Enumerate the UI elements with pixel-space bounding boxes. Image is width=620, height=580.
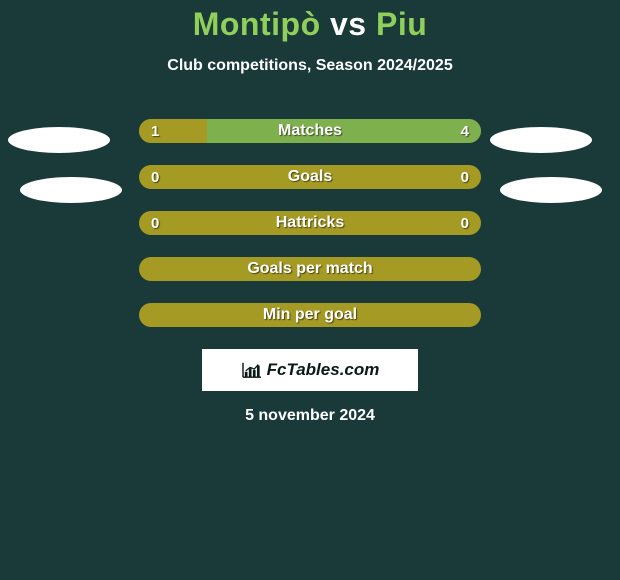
stat-bar: Min per goal: [139, 303, 481, 327]
fctables-logo[interactable]: FcTables.com: [202, 349, 418, 391]
stats-area: 1Matches40Goals00Hattricks0Goals per mat…: [0, 119, 620, 327]
player1-name: Montipò: [193, 6, 321, 42]
stat-row: Goals per match: [0, 257, 620, 281]
comparison-title: Montipò vs Piu: [0, 6, 620, 43]
stat-bar: Goals per match: [139, 257, 481, 281]
stat-bar: 0Hattricks0: [139, 211, 481, 235]
stat-row: 0Hattricks0: [0, 211, 620, 235]
stat-right-value: 4: [461, 123, 469, 140]
team-logo-left-1: [8, 127, 110, 153]
vs-text: vs: [330, 6, 367, 42]
player2-name: Piu: [376, 6, 427, 42]
stat-label: Goals per match: [139, 260, 481, 278]
date: 5 november 2024: [0, 407, 620, 425]
stat-label: Matches: [139, 122, 481, 140]
logo-text: FcTables.com: [267, 360, 380, 380]
chart-icon: [241, 361, 263, 379]
subtitle: Club competitions, Season 2024/2025: [0, 57, 620, 75]
stat-right-value: 0: [461, 169, 469, 186]
stat-row: Min per goal: [0, 303, 620, 327]
stat-label: Goals: [139, 168, 481, 186]
team-logo-right-2: [500, 177, 602, 203]
stat-right-value: 0: [461, 215, 469, 232]
team-logo-right-1: [490, 127, 592, 153]
stat-bar: 1Matches4: [139, 119, 481, 143]
stat-bar: 0Goals0: [139, 165, 481, 189]
stat-label: Min per goal: [139, 306, 481, 324]
stat-label: Hattricks: [139, 214, 481, 232]
team-logo-left-2: [20, 177, 122, 203]
